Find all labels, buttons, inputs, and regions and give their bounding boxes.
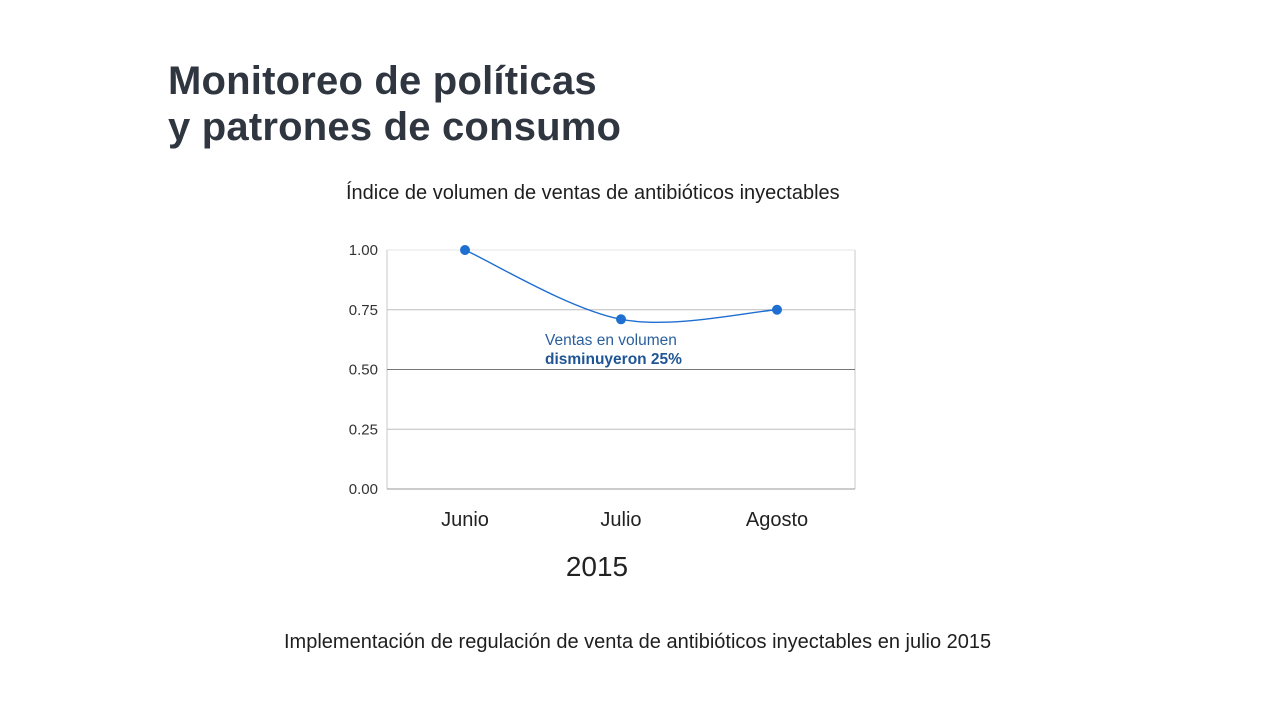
x-tick-label: Agosto bbox=[746, 509, 808, 531]
y-tick-label: 0.75 bbox=[349, 302, 378, 319]
y-tick-label: 1.00 bbox=[349, 242, 378, 259]
x-tick-label: Junio bbox=[441, 509, 489, 531]
slide-title-line-1: Monitoreo de políticas bbox=[168, 59, 597, 103]
y-tick-label: 0.00 bbox=[349, 481, 378, 498]
y-tick-label: 0.50 bbox=[349, 362, 378, 379]
annotation-line-2: disminuyeron 25% bbox=[545, 351, 682, 368]
slide-caption: Implementación de regulación de venta de… bbox=[284, 631, 992, 653]
data-point bbox=[460, 245, 470, 255]
data-point bbox=[772, 304, 782, 315]
annotation-line-1: Ventas en volumen bbox=[545, 332, 677, 349]
chart-title: Índice de volumen de ventas de antibióti… bbox=[346, 182, 840, 204]
x-axis-title: 2015 bbox=[566, 551, 628, 582]
series-line bbox=[464, 249, 778, 323]
data-point bbox=[616, 314, 626, 325]
slide-title-line-2: y patrones de consumo bbox=[168, 105, 622, 149]
slide-title: Monitoreo de políticas y patrones de con… bbox=[168, 58, 621, 150]
y-tick-label: 0.25 bbox=[349, 421, 378, 438]
x-tick-label: Julio bbox=[600, 509, 641, 531]
chart-annotation: Ventas en volumen disminuyeron 25% bbox=[545, 331, 682, 369]
